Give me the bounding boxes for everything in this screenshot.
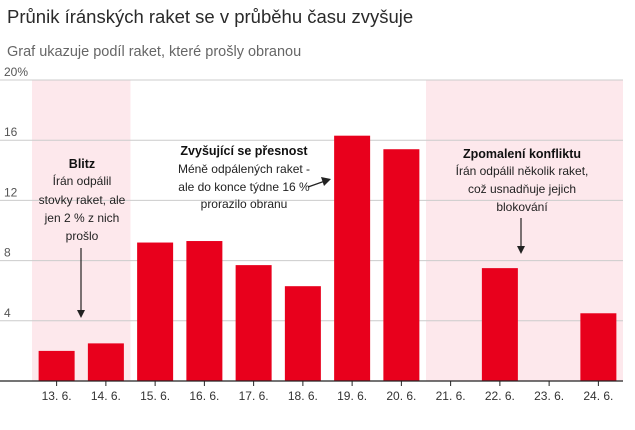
x-tick-label: 22. 6. [485, 389, 515, 403]
annotation-precision-heading: Zvyšující se přesnost [180, 144, 308, 158]
annotation-slowdown-arrowhead [517, 246, 525, 254]
bars [38, 135, 617, 381]
bar [284, 286, 321, 381]
x-tick-label: 23. 6. [534, 389, 564, 403]
bar [383, 149, 420, 381]
bar [87, 343, 124, 381]
annotation-slowdown-line: což usnadňuje jejich [468, 182, 576, 196]
bar [334, 135, 371, 381]
annotation-precision-arrowhead [321, 177, 331, 186]
highlight-bands [32, 80, 623, 381]
annotation-blitz-line: prošlo [66, 229, 99, 243]
y-tick-label: 16 [4, 125, 18, 139]
annotation-blitz-arrowhead [77, 310, 85, 318]
x-tick-label: 17. 6. [239, 389, 269, 403]
bar [137, 242, 174, 381]
bar [186, 241, 223, 381]
annotation-precision: Zvyšující se přesnost Méně odpálených ra… [178, 144, 331, 211]
annotation-blitz-line: jen 2 % z nich [44, 211, 120, 225]
x-tick-label: 16. 6. [189, 389, 219, 403]
x-tick-label: 18. 6. [288, 389, 318, 403]
annotation-precision-line: Méně odpálených raket - [178, 162, 310, 176]
x-tick-label: 24. 6. [583, 389, 613, 403]
bar [235, 265, 272, 381]
annotation-blitz-line: stovky raket, ale [39, 193, 126, 207]
annotation-precision-arrow [307, 180, 326, 188]
x-tick-label: 21. 6. [436, 389, 466, 403]
annotation-blitz: Blitz Írán odpálil stovky raket, ale jen… [39, 157, 126, 318]
chart-subtitle: Graf ukazuje podíl raket, které prošly o… [7, 44, 302, 60]
annotation-precision-line: prorazilo obranu [201, 197, 288, 211]
x-tick-label: 20. 6. [386, 389, 416, 403]
annotation-slowdown: Zpomalení konfliktu Írán odpálil několik… [456, 147, 589, 254]
y-axis-ticks: 20% 16 12 8 4 [4, 65, 28, 320]
y-tick-label: 12 [4, 185, 18, 199]
x-tick-label: 15. 6. [140, 389, 170, 403]
x-tick-label: 14. 6. [91, 389, 121, 403]
annotation-blitz-line: Írán odpálil [53, 173, 112, 188]
bar [38, 350, 75, 381]
x-axis-ticks: 13. 6. 14. 6. 15. 6. 16. 6. 17. 6. 18. 6. 19. … [42, 381, 613, 403]
y-tick-label: 8 [4, 246, 11, 260]
annotation-slowdown-line: Írán odpálil několik raket, [456, 163, 589, 178]
y-tick-label: 20% [4, 65, 28, 79]
annotation-slowdown-heading: Zpomalení konfliktu [463, 147, 581, 161]
x-tick-label: 19. 6. [337, 389, 367, 403]
annotation-blitz-heading: Blitz [69, 157, 95, 171]
annotation-slowdown-line: blokování [496, 200, 548, 214]
chart-title: Průnik íránských raket se v průběhu času… [7, 6, 414, 27]
x-tick-label: 13. 6. [42, 389, 72, 403]
annotation-precision-line: ale do konce týdne 16 % [178, 180, 310, 194]
y-tick-label: 4 [4, 306, 11, 320]
bar [481, 268, 518, 381]
bar [580, 313, 617, 381]
highlight-band [32, 80, 131, 381]
